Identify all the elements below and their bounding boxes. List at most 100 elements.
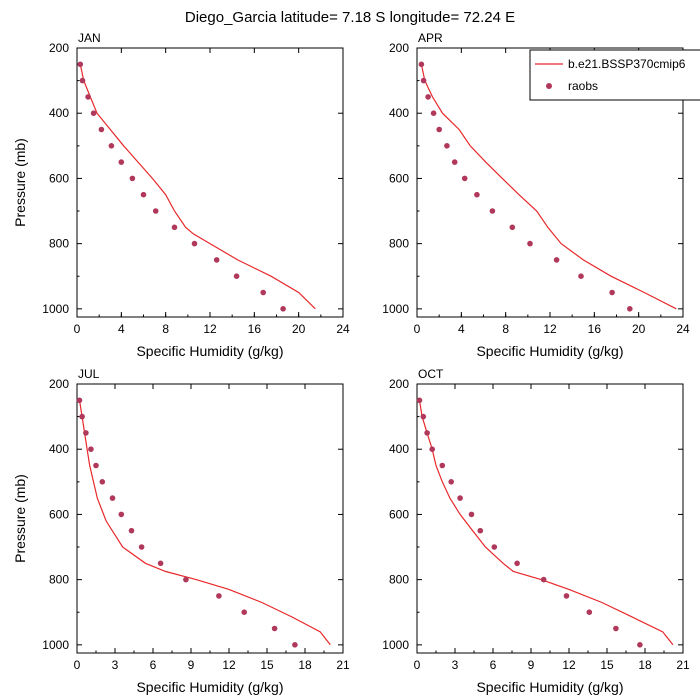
x-tick-label: 16 bbox=[588, 322, 602, 336]
x-tick-label: 16 bbox=[248, 322, 262, 336]
obs-point bbox=[429, 446, 436, 453]
obs-point bbox=[491, 544, 498, 550]
obs-point bbox=[93, 462, 99, 469]
figure-title: Diego_Garcia latitude= 7.18 S longitude=… bbox=[185, 9, 515, 26]
plot-frame bbox=[416, 383, 684, 654]
obs-point bbox=[461, 175, 468, 182]
obs-point bbox=[260, 289, 267, 296]
y-axis-title: Pressure (mb) bbox=[12, 138, 28, 227]
obs-point bbox=[457, 495, 463, 501]
x-tick-label: 8 bbox=[162, 322, 169, 336]
obs-point bbox=[292, 642, 298, 648]
obs-point bbox=[79, 77, 86, 84]
obs-point bbox=[233, 273, 240, 280]
model-line bbox=[418, 400, 674, 646]
legend: b.e21.BSSP370cmip6 raobs bbox=[529, 49, 700, 101]
x-tick-label: 20 bbox=[632, 322, 646, 336]
obs-point bbox=[425, 94, 431, 100]
legend-model-label: b.e21.BSSP370cmip6 bbox=[568, 57, 686, 71]
obs-point bbox=[140, 191, 147, 198]
obs-point bbox=[514, 560, 520, 567]
panel-label: JAN bbox=[78, 31, 101, 45]
x-tick-label: 20 bbox=[292, 322, 306, 336]
y-tick-label: 400 bbox=[389, 106, 409, 120]
obs-point bbox=[79, 413, 85, 420]
obs-point bbox=[280, 306, 286, 312]
x-axis-title: Specific Humidity (g/kg) bbox=[476, 343, 623, 359]
obs-point bbox=[436, 126, 443, 133]
obs-point bbox=[90, 110, 97, 116]
x-tick-label: 9 bbox=[188, 658, 195, 672]
obs-point bbox=[563, 593, 570, 599]
x-tick-label: 12 bbox=[543, 322, 557, 336]
x-tick-label: 0 bbox=[414, 658, 421, 672]
x-tick-label: 4 bbox=[458, 322, 465, 336]
y-tick-label: 1000 bbox=[42, 302, 69, 316]
legend-obs-swatch bbox=[546, 83, 552, 89]
x-tick-label: 12 bbox=[562, 658, 576, 672]
x-tick-label: 15 bbox=[600, 658, 614, 672]
obs-point bbox=[540, 576, 547, 583]
y-tick-label: 400 bbox=[49, 442, 69, 456]
obs-point bbox=[88, 446, 94, 453]
obs-point bbox=[418, 61, 425, 68]
obs-point bbox=[109, 495, 116, 501]
y-tick-label: 1000 bbox=[42, 638, 69, 652]
model-line bbox=[78, 400, 331, 646]
y-tick-label: 600 bbox=[389, 171, 409, 185]
panel-oct: OCT 0 3 6 9 12 15 18 21 200 400 600 800 1000 Specific … bbox=[382, 367, 690, 695]
obs-point bbox=[138, 544, 145, 550]
obs-point bbox=[128, 527, 135, 534]
obs-point bbox=[216, 593, 222, 599]
x-tick-label: 12 bbox=[203, 322, 217, 336]
y-tick-label: 200 bbox=[389, 41, 409, 55]
y-tick-label: 200 bbox=[49, 377, 69, 391]
y-tick-label: 800 bbox=[389, 237, 409, 251]
obs-point bbox=[76, 397, 83, 404]
plot-frame bbox=[76, 383, 344, 654]
x-tick-label: 4 bbox=[118, 322, 125, 336]
obs-point bbox=[213, 257, 220, 263]
x-tick-label: 0 bbox=[74, 658, 81, 672]
x-tick-label: 6 bbox=[150, 658, 157, 672]
y-tick-label: 600 bbox=[49, 171, 69, 185]
legend-obs-label: raobs bbox=[568, 79, 598, 93]
x-tick-label: 0 bbox=[74, 322, 81, 336]
obs-point bbox=[430, 110, 437, 116]
obs-point bbox=[424, 430, 430, 436]
obs-point bbox=[451, 159, 458, 165]
panel-label: JUL bbox=[78, 367, 100, 381]
obs-point bbox=[586, 609, 593, 615]
obs-point bbox=[85, 94, 91, 100]
y-tick-label: 400 bbox=[389, 442, 409, 456]
x-tick-label: 15 bbox=[260, 658, 274, 672]
panel-label: OCT bbox=[418, 367, 444, 381]
obs-point bbox=[527, 240, 533, 247]
obs-point bbox=[108, 143, 115, 149]
model-line bbox=[79, 64, 316, 310]
obs-point bbox=[489, 208, 496, 214]
obs-point bbox=[416, 397, 423, 404]
obs-point bbox=[241, 609, 247, 615]
y-tick-label: 400 bbox=[49, 106, 69, 120]
x-tick-label: 3 bbox=[112, 658, 119, 672]
y-tick-label: 800 bbox=[389, 573, 409, 587]
x-tick-label: 12 bbox=[222, 658, 236, 672]
y-axis-title: Pressure (mb) bbox=[12, 474, 28, 563]
obs-point bbox=[99, 479, 106, 485]
y-tick-label: 600 bbox=[49, 507, 69, 521]
x-tick-label: 18 bbox=[298, 658, 312, 672]
obs-point bbox=[191, 240, 198, 247]
obs-point bbox=[474, 191, 480, 198]
obs-point bbox=[118, 511, 125, 518]
x-tick-label: 21 bbox=[336, 658, 350, 672]
x-tick-label: 24 bbox=[676, 322, 690, 336]
obs-point bbox=[477, 527, 484, 534]
legend-box bbox=[529, 49, 700, 101]
x-tick-label: 21 bbox=[676, 658, 690, 672]
obs-point bbox=[578, 273, 584, 280]
y-tick-label: 200 bbox=[389, 377, 409, 391]
obs-point bbox=[152, 208, 159, 214]
obs-point bbox=[609, 289, 615, 296]
